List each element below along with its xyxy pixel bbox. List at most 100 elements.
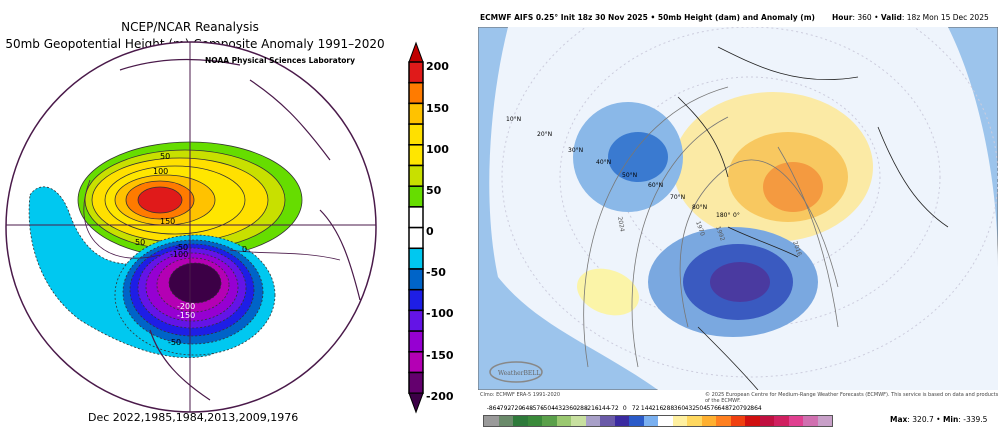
colorbar-label: -720 xyxy=(508,405,523,412)
colorbar-bin xyxy=(527,416,542,426)
colorbar-bin xyxy=(408,61,424,84)
latitude-label: 80°N xyxy=(692,204,707,211)
colorbar-label: -50 xyxy=(426,266,446,279)
colorbar-bin xyxy=(672,416,687,426)
model-title: ECMWF AIFS 0.25° Init 18z 30 Nov 2025 • … xyxy=(480,13,815,22)
colorbar-bin xyxy=(701,416,716,426)
colorbar-label: -200 xyxy=(426,390,454,403)
colorbar-label: 200 xyxy=(426,60,449,73)
colorbar-label: 150 xyxy=(426,102,449,115)
colorbar-bin xyxy=(716,416,731,426)
longitude-label: 180° xyxy=(716,212,730,219)
colorbar-over-arrow xyxy=(408,41,424,63)
colorbar-label: -576 xyxy=(530,405,545,412)
colorbar-label: 50 xyxy=(426,184,442,197)
max-value: : 320.7 • xyxy=(907,415,943,424)
colorbar-label: -648 xyxy=(519,405,534,412)
right-map-title: ECMWF AIFS 0.25° Init 18z 30 Nov 2025 • … xyxy=(480,13,815,22)
colorbar-bin xyxy=(556,416,571,426)
min-label: Min xyxy=(942,415,959,424)
colorbar-bin xyxy=(408,102,424,125)
colorbar-bin xyxy=(759,416,774,426)
max-min-readout: Max: 320.7 • Min: -339.5 xyxy=(890,415,987,424)
right-polar-map: 10°N 20°N 30°N 40°N 50°N 60°N 70°N 80°N … xyxy=(478,27,998,390)
colorbar-bin xyxy=(788,416,803,426)
colorbar-label: -432 xyxy=(552,405,566,412)
colorbar-under-arrow xyxy=(408,392,424,414)
composite-years-caption: Dec 2022,1985,1984,2013,2009,1976 xyxy=(88,411,299,424)
colorbar-label: 360 xyxy=(673,405,686,412)
colorbar-label: 216 xyxy=(651,405,664,412)
colorbar-bin xyxy=(629,416,644,426)
contour-label: -100 xyxy=(170,250,188,259)
colorbar-bin xyxy=(408,144,424,167)
map-boundary xyxy=(5,41,377,413)
contour-label: -200 xyxy=(177,302,195,311)
colorbar-bin xyxy=(408,123,424,146)
colorbar-bin xyxy=(658,416,673,426)
colorbar-bin xyxy=(643,416,658,426)
colorbar-label: 792 xyxy=(739,405,751,412)
positive-anomaly-core xyxy=(137,186,183,214)
colorbar-bin xyxy=(817,416,832,426)
latitude-label: 10°N xyxy=(506,116,521,123)
colorbar-bin xyxy=(484,416,499,426)
colorbar-label: -288 xyxy=(574,405,588,412)
longitude-label: 0° xyxy=(733,212,740,219)
colorbar-bin xyxy=(408,309,424,332)
left-polar-map: 50 100 150 50 -50 -100 0 -200 -150 -50 xyxy=(5,41,377,413)
colorbar-label: -864 xyxy=(486,405,501,412)
copyright-note: © 2025 European Centre for Medium-Range … xyxy=(705,392,999,404)
left-map-title: NCEP/NCAR Reanalysis xyxy=(121,20,259,34)
colorbar-bin xyxy=(408,81,424,105)
colorbar-label: 576 xyxy=(706,405,718,412)
right-colorbar-labels: -864 -792 -720 -648 -576 -504 -432 -360 -288 -216… xyxy=(483,405,833,415)
colorbar-bin xyxy=(687,416,702,426)
contour-label: -150 xyxy=(177,311,195,320)
negative-anomaly-core xyxy=(168,262,222,304)
colorbar-label: 720 xyxy=(728,405,740,412)
svg-text:WeatherBELL: WeatherBELL xyxy=(498,370,540,377)
valid-time: Hour: 360 • Valid: 18z Mon 15 Dec 2025 xyxy=(832,13,989,22)
colorbar-bin xyxy=(408,288,424,312)
positive-anomaly-pacific xyxy=(577,268,639,316)
colorbar-label: 72 xyxy=(631,405,640,412)
colorbar-label: -72 xyxy=(608,405,619,412)
colorbar-label: 648 xyxy=(717,405,729,412)
colorbar-label: 288 xyxy=(662,405,675,412)
colorbar-label: -216 xyxy=(585,405,599,412)
colorbar-bin xyxy=(803,416,818,426)
noaa-credit: NOAA Physical Sciences Laboratory xyxy=(205,56,356,65)
contour-label: 50 xyxy=(160,152,170,161)
colorbar-bin xyxy=(408,351,424,374)
hour-label: Hour xyxy=(832,13,853,22)
latitude-label: 70°N xyxy=(670,194,685,201)
contour-label: 0 xyxy=(242,245,247,254)
latitude-label: 30°N xyxy=(568,147,583,154)
colorbar-label: 864 xyxy=(750,405,762,412)
colorbar-label: 0 xyxy=(622,405,627,412)
latitude-label: 20°N xyxy=(537,131,552,138)
colorbar-bin xyxy=(600,416,615,426)
colorbar-label: -792 xyxy=(497,405,512,412)
contour-label: 2016 xyxy=(791,240,803,257)
left-colorbar xyxy=(408,41,424,414)
hour-value: : 360 • xyxy=(852,13,881,22)
colorbar-label: 100 xyxy=(426,143,449,156)
colorbar-bin xyxy=(614,416,629,426)
climatology-note: Clmo: ECMWF ERA-5 1991-2020 xyxy=(480,392,561,398)
colorbar-bin xyxy=(542,416,557,426)
latitude-label: 40°N xyxy=(596,159,611,166)
contour-label: 150 xyxy=(160,217,175,226)
colorbar-bin xyxy=(571,416,586,426)
colorbar-bin xyxy=(408,206,424,229)
colorbar-bin xyxy=(774,416,789,426)
colorbar-label: 432 xyxy=(684,405,697,412)
colorbar-bin xyxy=(408,371,424,394)
colorbar-bin xyxy=(585,416,600,426)
valid-label: Valid xyxy=(880,13,902,22)
colorbar-bin xyxy=(408,330,424,353)
colorbar-bin xyxy=(498,416,513,426)
colorbar-label: 504 xyxy=(695,405,708,412)
colorbar-bin xyxy=(408,164,424,187)
